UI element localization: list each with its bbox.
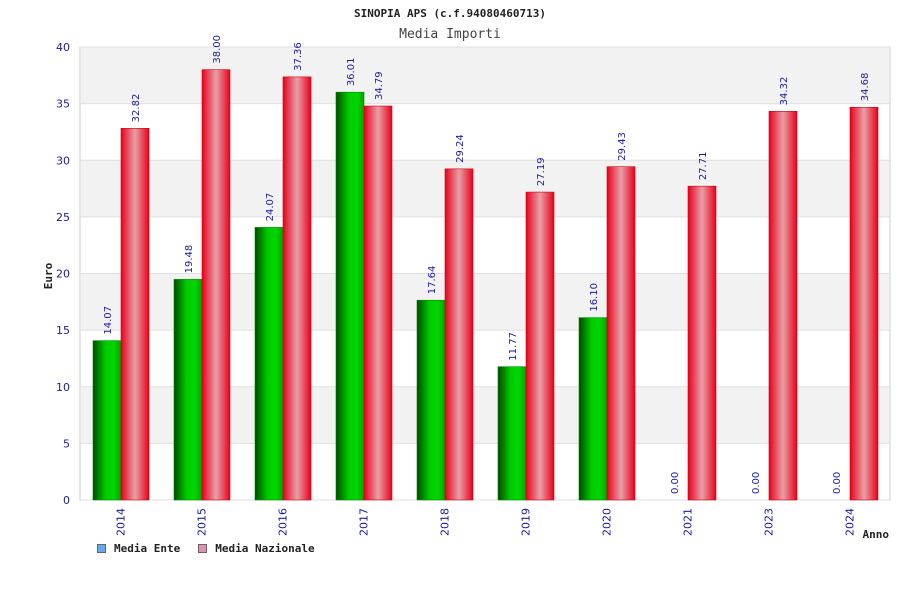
- x-tick-label-2023: 2023: [763, 508, 776, 536]
- data-label-media-nazionale-2024: 34.68: [860, 73, 871, 102]
- legend-item-media-ente: Media Ente: [97, 542, 180, 555]
- x-tick-label-2015: 2015: [196, 508, 209, 536]
- x-axis-title: Anno: [863, 528, 890, 541]
- legend-item-media-nazionale: Media Nazionale: [198, 542, 315, 555]
- data-label-media-ente-2016: 24.07: [265, 193, 276, 222]
- x-tick-label-2020: 2020: [601, 508, 614, 536]
- legend-swatch-media-ente: [97, 544, 106, 553]
- y-tick-label: 10: [56, 381, 70, 394]
- bar-media-nazionale-2017: [363, 105, 393, 501]
- legend-label-media-nazionale: Media Nazionale: [215, 542, 315, 555]
- bar-media-ente-2017: [335, 91, 365, 501]
- x-tick-label-2016: 2016: [277, 508, 290, 536]
- data-label-media-nazionale-2018: 29.24: [455, 134, 466, 163]
- data-label-media-nazionale-2016: 37.36: [293, 42, 304, 71]
- y-tick-label: 5: [63, 437, 70, 450]
- data-label-media-nazionale-2015: 38.00: [212, 35, 223, 64]
- y-tick-label: 15: [56, 324, 70, 337]
- bar-media-ente-2014: [92, 340, 122, 501]
- y-tick-label: 0: [63, 494, 70, 507]
- data-label-media-nazionale-2020: 29.43: [617, 132, 628, 161]
- y-tick-label: 25: [56, 211, 70, 224]
- data-label-media-ente-2017: 36.01: [346, 58, 357, 87]
- data-label-media-ente-2020: 16.10: [589, 283, 600, 312]
- x-tick-label-2017: 2017: [358, 508, 371, 536]
- bar-media-ente-2015: [173, 279, 203, 501]
- data-label-media-nazionale-2017: 34.79: [374, 71, 385, 100]
- chart-subtitle: Media Importi: [399, 27, 501, 42]
- bar-media-nazionale-2020: [606, 166, 636, 501]
- bar-media-nazionale-2023: [768, 111, 798, 501]
- data-label-media-ente-2015: 19.48: [184, 245, 195, 274]
- bar-media-nazionale-2024: [849, 106, 879, 501]
- bar-media-ente-2018: [416, 299, 446, 501]
- data-label-media-ente-2021: 0.00: [670, 472, 681, 494]
- y-axis-title: Euro: [42, 262, 55, 289]
- y-tick-label: 40: [56, 41, 70, 54]
- data-label-media-nazionale-2014: 32.82: [131, 94, 142, 123]
- data-label-media-nazionale-2021: 27.71: [698, 152, 709, 181]
- bar-media-ente-2019: [497, 366, 527, 501]
- bar-media-nazionale-2015: [201, 69, 231, 501]
- data-label-media-ente-2018: 17.64: [427, 266, 438, 295]
- data-label-media-ente-2023: 0.00: [751, 472, 762, 494]
- x-tick-label-2014: 2014: [115, 508, 128, 536]
- bar-media-nazionale-2019: [525, 191, 555, 501]
- data-label-media-ente-2014: 14.07: [103, 306, 114, 335]
- x-tick-label-2019: 2019: [520, 508, 533, 536]
- bar-media-nazionale-2016: [282, 76, 312, 501]
- chart-legend: Media Ente Media Nazionale: [97, 542, 315, 555]
- bar-media-nazionale-2018: [444, 168, 474, 501]
- bar-media-nazionale-2021: [687, 185, 717, 501]
- bar-media-nazionale-2014: [120, 128, 150, 501]
- x-tick-label-2021: 2021: [682, 508, 695, 536]
- bar-media-ente-2020: [578, 317, 608, 501]
- y-tick-label: 30: [56, 154, 70, 167]
- y-tick-label: 20: [56, 268, 70, 281]
- data-label-media-nazionale-2019: 27.19: [536, 157, 547, 186]
- chart-title: SINOPIA APS (c.f.94080460713): [354, 7, 546, 20]
- y-tick-label: 35: [56, 98, 70, 111]
- bar-media-ente-2016: [254, 227, 284, 501]
- x-tick-label-2024: 2024: [844, 508, 857, 536]
- data-label-media-ente-2024: 0.00: [832, 472, 843, 494]
- data-label-media-nazionale-2023: 34.32: [779, 77, 790, 106]
- legend-label-media-ente: Media Ente: [114, 542, 181, 555]
- data-label-media-ente-2019: 11.77: [508, 332, 519, 361]
- legend-swatch-media-nazionale: [198, 544, 208, 553]
- x-tick-label-2018: 2018: [439, 508, 452, 536]
